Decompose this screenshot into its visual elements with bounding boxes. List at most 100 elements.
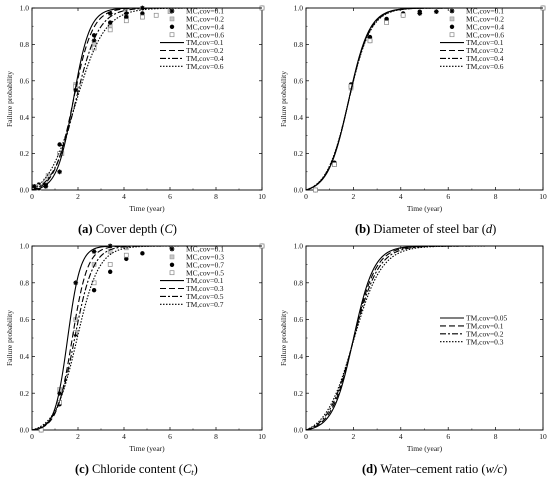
y-tick-label: 0.6: [294, 315, 304, 324]
x-tick-label: 8: [494, 432, 498, 441]
caption-close: ): [492, 222, 496, 236]
legend-entry-label: TM,cov=0.1: [186, 38, 224, 47]
x-axis-label: Time (year): [129, 204, 165, 213]
legend-marker-sample: [449, 32, 455, 38]
x-tick-label: 4: [399, 432, 403, 441]
y-tick-label: 1.0: [20, 242, 30, 251]
caption-symbol: C: [183, 462, 192, 476]
y-axis-label: Failure probability: [279, 310, 288, 366]
legend-entry-label: MC,cov=0.2: [186, 15, 224, 24]
series-line-TM,cov=0.6: [305, 7, 543, 191]
legend-entry-label: MC,cov=0.5: [186, 268, 224, 277]
caption-close: ): [503, 462, 507, 476]
legend-entry-label: TM,cov=0.5: [186, 292, 224, 301]
data-point-MC,cov=0.4: [108, 20, 113, 25]
x-tick-label: 6: [168, 432, 172, 441]
plot-frame: [31, 245, 263, 431]
legend-marker-sample: [169, 24, 175, 29]
series-line-TM,cov=0.3: [305, 245, 543, 431]
y-tick-label: 1.0: [20, 4, 30, 13]
y-tick-label: 0.2: [294, 149, 304, 158]
legend: MC,cov=0.1MC,cov=0.2MC,cov=0.4MC,cov=0.6…: [160, 7, 224, 71]
data-point-MC,cov=0.5: [107, 262, 113, 267]
legend-marker-sample: [169, 8, 175, 14]
panel-d: 0 2 4 6 8 10 0.0 0.2 0.4 0.6 0.8 1.0 Time (year) Fail…: [279, 242, 547, 476]
legend-entry-label: TM,cov=0.7: [186, 300, 224, 309]
legend-entry-label: TM,cov=0.6: [186, 62, 224, 71]
data-point-MC,cov=0.1: [433, 9, 439, 15]
legend-entry-label: MC,cov=0.2: [466, 15, 504, 24]
legend-marker-sample: [169, 254, 175, 260]
series-line-TM,cov=0.1: [305, 7, 543, 191]
data-point-MC,cov=0.2: [45, 173, 51, 178]
x-tick-label: 10: [539, 192, 547, 201]
data-point-MC,cov=0.1: [73, 280, 79, 286]
y-tick-label: 0.8: [294, 278, 304, 287]
y-tick-label: 0.8: [294, 40, 304, 49]
data-point-MC,cov=0.1: [31, 183, 37, 189]
legend-marker-sample: [169, 246, 175, 252]
data-point-MC,cov=0.1: [107, 11, 113, 16]
caption-text: Diameter of steel bar (: [370, 222, 486, 236]
legend-entry-label: TM,cov=0.4: [466, 54, 504, 63]
x-tick-label: 10: [258, 432, 266, 441]
legend-entry-label: TM,cov=0.1: [466, 322, 504, 331]
y-axis-label: Failure probability: [5, 310, 14, 366]
data-point-MC,cov=0.1: [91, 38, 97, 44]
x-tick-label: 10: [258, 192, 266, 201]
legend-entry-label: TM,cov=0.2: [466, 46, 504, 55]
y-tick-label: 0.6: [294, 76, 304, 85]
legend-entry-label: TM,cov=0.2: [186, 46, 224, 55]
data-point-MC,cov=0.6: [384, 20, 389, 25]
panel-caption: (d) Water–cement ratio (w/c): [362, 462, 507, 476]
x-tick-label: 6: [168, 192, 172, 201]
data-point-MC,cov=0.7: [91, 287, 97, 293]
caption-text: Cover depth (: [93, 222, 165, 236]
series-line-TM,cov=0.6: [31, 7, 262, 191]
data-point-MC,cov=0.7: [124, 256, 129, 262]
legend-entry-label: MC,cov=0.4: [186, 22, 224, 31]
legend-entry-label: MC,cov=0.6: [466, 30, 504, 39]
y-axis-label: Failure probability: [5, 71, 14, 127]
panel-caption: (c) Chloride content (Ct): [75, 462, 198, 477]
data-point-MC,cov=0.4: [140, 11, 145, 16]
y-tick-label: 0.0: [20, 186, 30, 195]
caption-symbol: C: [164, 222, 173, 236]
panel-b: 0 2 4 6 8 10 0.0 0.2 0.4 0.6 0.8 1.0 Time (year) Fail…: [279, 4, 547, 236]
caption-letter: (b): [355, 222, 370, 236]
y-tick-label: 0.8: [20, 40, 30, 49]
legend-entry-label: TM,cov=0.3: [466, 337, 504, 346]
series-line-TM,cov=0.5: [31, 245, 262, 431]
y-tick-label: 0.0: [20, 426, 30, 435]
legend-entry-label: MC,cov=0.7: [186, 260, 224, 269]
y-tick-label: 0.0: [294, 426, 304, 435]
y-tick-label: 0.6: [20, 76, 30, 85]
data-point-MC,cov=0.5: [123, 252, 129, 258]
caption-letter: (a): [78, 222, 93, 236]
legend-marker-sample: [449, 16, 455, 22]
plot-frame: [305, 245, 544, 431]
y-tick-label: 0.4: [294, 352, 304, 361]
y-tick-label: 0.4: [20, 352, 30, 361]
legend-entry-label: TM,cov=0.3: [186, 284, 224, 293]
x-axis-label: Time (year): [129, 444, 165, 453]
y-tick-label: 0.0: [294, 186, 304, 195]
caption-close: ): [173, 222, 177, 236]
x-tick-label: 8: [214, 432, 218, 441]
x-tick-label: 8: [494, 192, 498, 201]
series-line-TM,cov=0.2: [305, 245, 543, 431]
y-tick-label: 1.0: [294, 4, 304, 13]
y-tick-label: 0.2: [20, 149, 30, 158]
data-point-MC,cov=0.7: [140, 251, 145, 256]
legend-entry-label: TM,cov=0.2: [466, 329, 504, 338]
data-point-MC,cov=0.6: [91, 45, 97, 51]
legend-entry-label: TM,cov=0.4: [186, 54, 224, 63]
series-line-TM,cov=0.4: [305, 7, 543, 191]
caption-symbol: w/c: [486, 462, 504, 476]
series-line-TM,cov=0.1: [31, 245, 262, 431]
x-axis-label: Time (year): [407, 444, 443, 453]
x-tick-label: 2: [76, 432, 80, 441]
legend-entry-label: TM,cov=0.05: [466, 314, 508, 323]
panel-c: 0 2 4 6 8 10 0.0 0.2 0.4 0.6 0.8 1.0 Time (year) Fail…: [5, 242, 266, 477]
x-tick-label: 0: [304, 432, 308, 441]
